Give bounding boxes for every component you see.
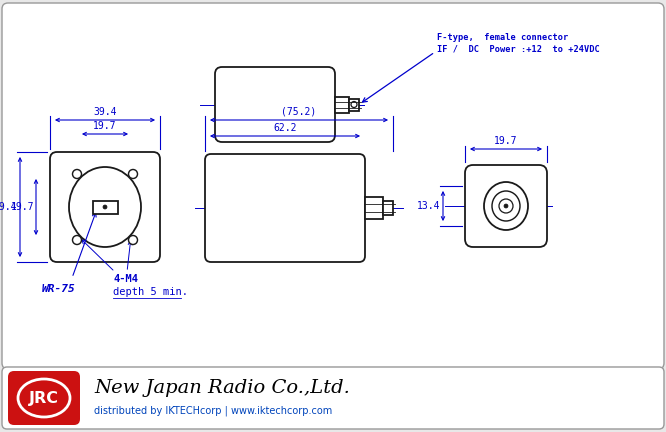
Ellipse shape [492,191,520,221]
Text: F-type,  female connector: F-type, female connector [437,33,568,42]
Text: WR-75: WR-75 [42,284,76,294]
FancyBboxPatch shape [50,152,160,262]
Text: 62.2: 62.2 [273,123,297,133]
FancyBboxPatch shape [2,3,664,369]
FancyBboxPatch shape [8,371,80,425]
Ellipse shape [484,182,528,230]
Text: 19.7: 19.7 [11,202,34,212]
Circle shape [499,199,513,213]
Bar [335,96,349,112]
Circle shape [103,205,107,209]
Bar [365,197,383,219]
Text: IF /  DC  Power :+12  to +24VDC: IF / DC Power :+12 to +24VDC [437,45,600,54]
Text: 39.4: 39.4 [0,202,17,212]
Text: New Japan Radio Co.,Ltd.: New Japan Radio Co.,Ltd. [94,379,350,397]
Text: 4-M4: 4-M4 [113,274,138,284]
Bar [349,98,359,111]
Bar [93,200,117,213]
Ellipse shape [18,379,70,417]
Text: depth 5 min.: depth 5 min. [113,287,188,297]
Circle shape [129,169,137,178]
Circle shape [73,169,81,178]
Text: 39.4: 39.4 [93,107,117,117]
FancyBboxPatch shape [465,165,547,247]
Circle shape [73,235,81,245]
Text: 19.7: 19.7 [93,121,117,131]
Text: distributed by IKTECHcorp | www.iktechcorp.com: distributed by IKTECHcorp | www.iktechco… [94,406,332,416]
Circle shape [129,235,137,245]
Text: (75.2): (75.2) [281,107,316,117]
Text: 19.7: 19.7 [494,136,517,146]
Text: JRC: JRC [29,391,59,406]
FancyBboxPatch shape [205,154,365,262]
Circle shape [351,102,357,108]
FancyBboxPatch shape [215,67,335,142]
FancyBboxPatch shape [2,367,664,429]
Circle shape [504,204,508,208]
Bar [383,201,393,215]
Ellipse shape [69,167,141,247]
Text: 13.4: 13.4 [416,201,440,211]
